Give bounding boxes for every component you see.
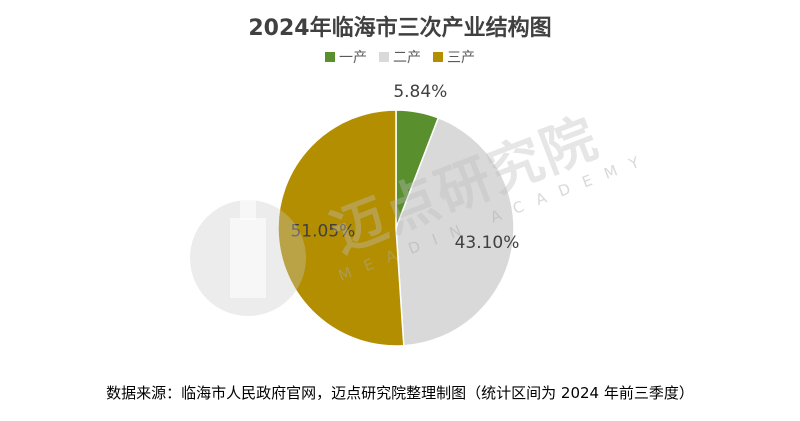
source-note: 数据来源：临海市人民政府官网，迈点研究院整理制图（统计区间为 2024 年前三季… — [106, 384, 694, 402]
legend-item-primary: 一产 — [325, 47, 367, 67]
legend-label-primary: 一产 — [339, 50, 367, 66]
legend-label-tertiary: 三产 — [447, 50, 475, 66]
legend-label-secondary: 二产 — [393, 50, 421, 66]
legend-item-secondary: 二产 — [379, 47, 421, 67]
data-label-primary: 5.84% — [393, 82, 447, 102]
data-label-tertiary: 51.05% — [290, 221, 355, 241]
legend-swatch-secondary — [379, 52, 389, 62]
legend-swatch-tertiary — [433, 52, 443, 62]
chart-title: 2024年临海市三次产业结构图 — [248, 16, 552, 41]
legend-swatch-primary — [325, 52, 335, 62]
data-label-secondary: 43.10% — [455, 233, 520, 253]
pie-slice-tertiary — [277, 109, 405, 347]
legend-item-tertiary: 三产 — [433, 47, 475, 67]
legend: 一产 二产 三产 — [0, 47, 800, 67]
pie-slice-secondary — [395, 116, 515, 347]
